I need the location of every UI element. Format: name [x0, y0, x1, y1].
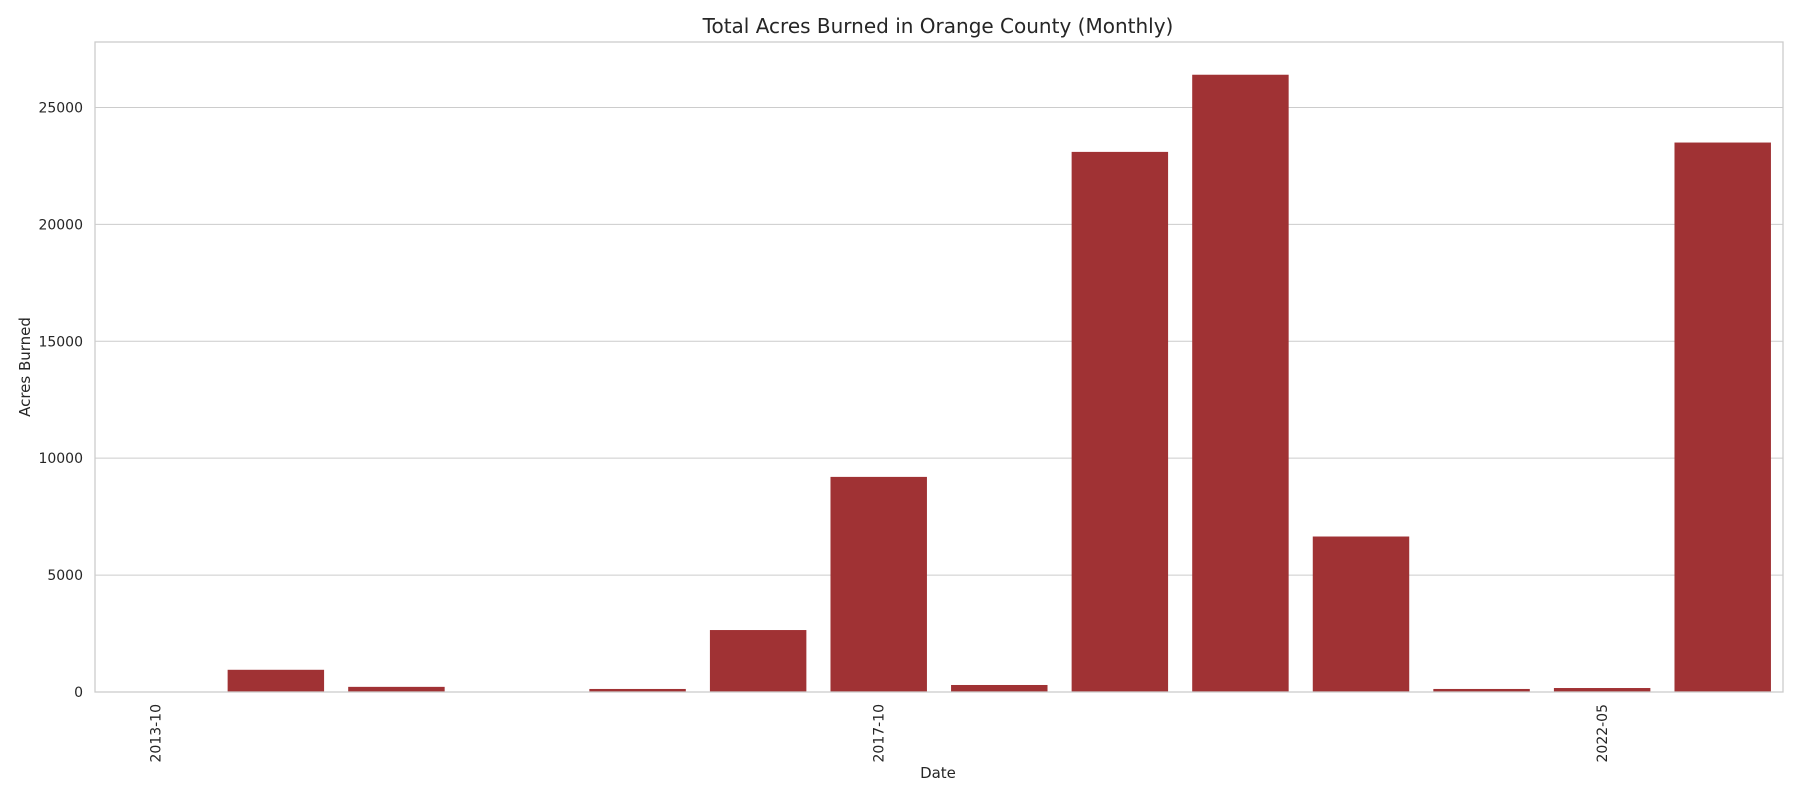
plot-frame [94, 41, 1784, 693]
chart-title: Total Acres Burned in Orange County (Mon… [702, 14, 1174, 38]
x-tick-label: 2017-10 [872, 704, 888, 763]
bar [1192, 74, 1289, 692]
x-tick-label: 2013-10 [148, 704, 164, 763]
bar [348, 686, 445, 692]
bar [1071, 151, 1169, 692]
bar [1553, 688, 1651, 692]
y-tick-label: 10000 [38, 451, 83, 467]
y-axis-ticks: 0 5000 10000 15000 20000 25000 [38, 100, 83, 701]
bar [1674, 142, 1771, 693]
y-tick-label: 5000 [47, 568, 83, 584]
bar [589, 688, 686, 692]
bar [830, 476, 927, 692]
x-axis-ticks: 2013-10 2017-10 2022-05 [148, 704, 1611, 763]
grid-lines [95, 106, 1783, 693]
y-tick-label: 20000 [38, 217, 83, 233]
y-tick-label: 0 [74, 685, 83, 701]
x-tick-label: 2022-05 [1595, 704, 1611, 763]
x-axis-label: Date [920, 764, 956, 782]
bar [1433, 688, 1530, 692]
y-axis-label: Acres Burned [16, 317, 34, 417]
bar [1312, 536, 1410, 692]
y-tick-label: 15000 [38, 334, 83, 350]
bar [709, 630, 807, 692]
bar [951, 684, 1048, 692]
bar [227, 669, 325, 692]
y-tick-label: 25000 [38, 100, 83, 116]
bars [107, 74, 1771, 693]
